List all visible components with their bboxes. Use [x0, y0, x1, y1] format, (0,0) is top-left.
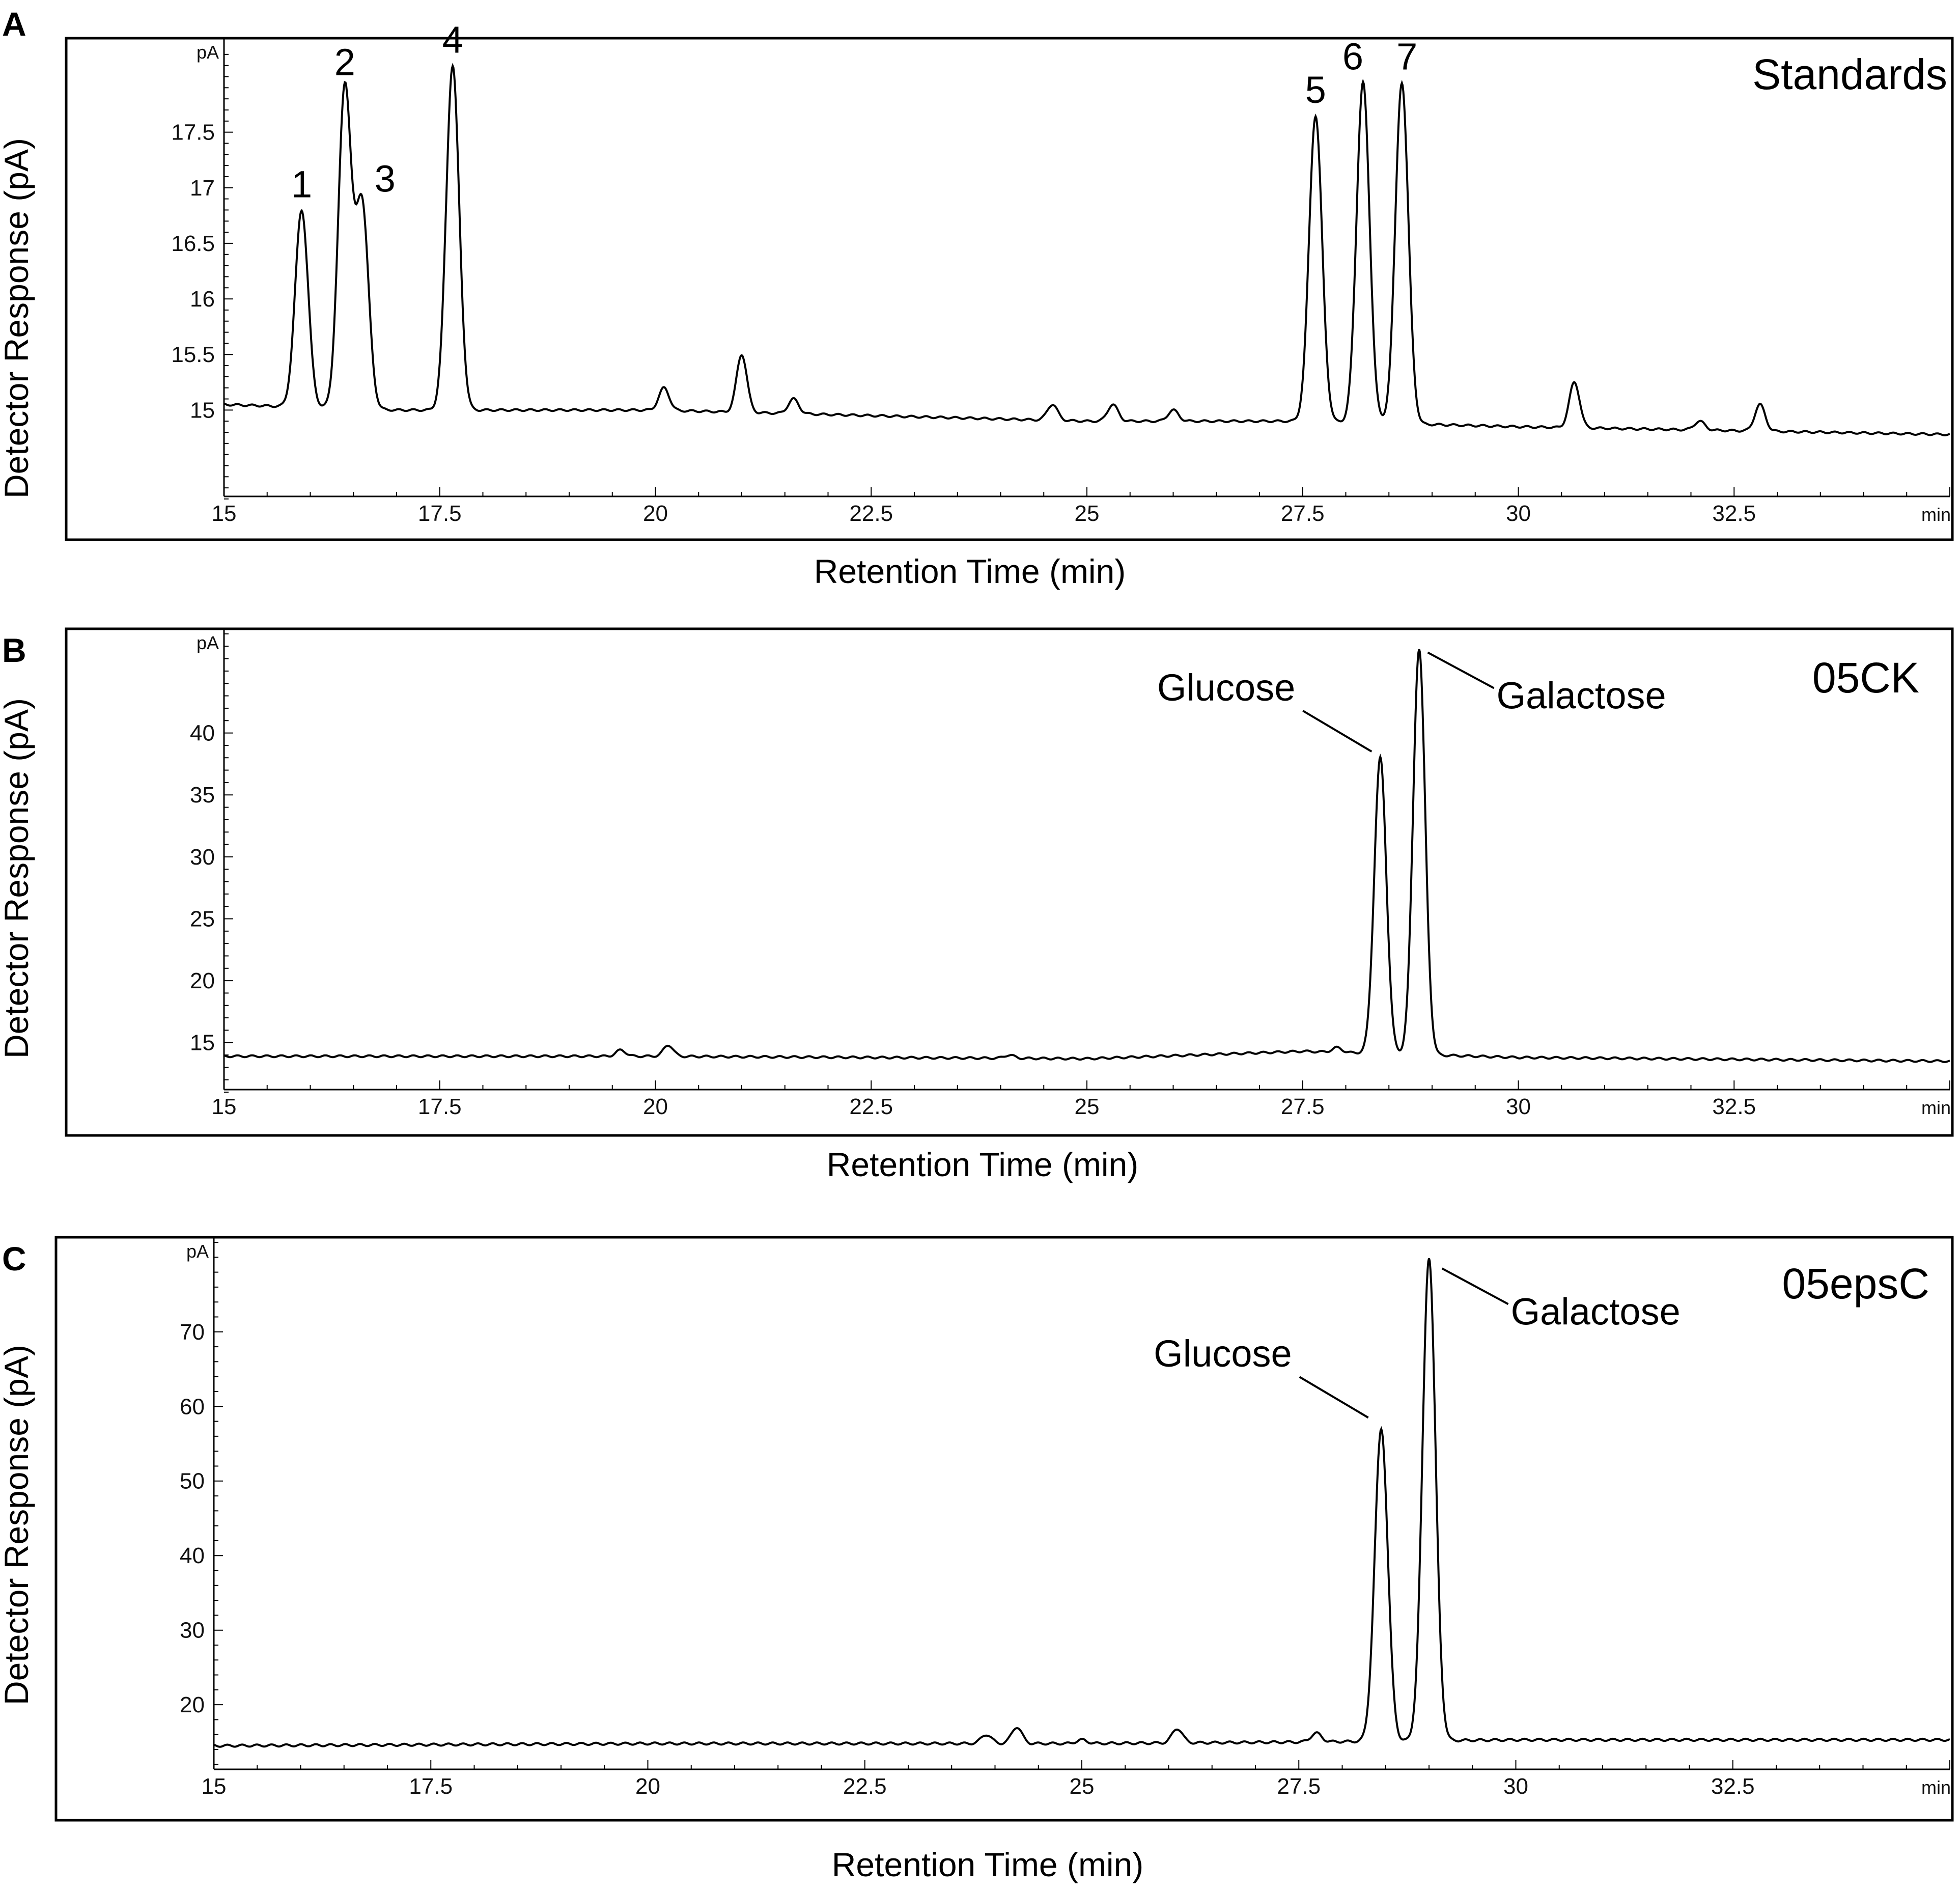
y-tick-label: 15 — [190, 398, 215, 423]
panel-b: B pA min 15 17.5 20 22.5 25 27.5 30 32.5 15 20 25 3… — [0, 627, 1954, 1183]
chromatogram-trace-b — [223, 649, 1950, 1063]
y-ticks-b: 15 20 25 30 35 40 — [190, 633, 233, 1093]
peak-annotation-label: Galactose — [1511, 1290, 1681, 1332]
peak-number-label: 7 — [1396, 35, 1417, 77]
x-tick-label: 15 — [212, 501, 237, 526]
y-ticks-c: 20 30 40 50 60 70 — [180, 1242, 223, 1765]
y-tick-label: 70 — [180, 1320, 205, 1345]
annotation-leader-line — [1441, 1267, 1509, 1305]
sample-label-c: 05epsC — [1782, 1260, 1929, 1308]
peak-number-label: 5 — [1305, 69, 1326, 111]
x-tick-label: 27.5 — [1277, 1774, 1321, 1799]
y-tick-label: 20 — [190, 968, 215, 993]
peak-labels-a: 1 2 3 4 56 7 — [291, 19, 1417, 206]
peak-annotation-label: Glucose — [1154, 1332, 1292, 1375]
x-tick-label: 30 — [1506, 1094, 1531, 1119]
y-tick-label: 50 — [180, 1469, 205, 1494]
peak-labels-c: Glucose Galactose — [1154, 1267, 1681, 1419]
y-tick-label: 15.5 — [171, 342, 215, 367]
y-axis-title-a: Detector Response (pA) — [0, 138, 35, 498]
y-tick-label: 17 — [190, 176, 215, 201]
x-tick-label: 22.5 — [849, 1094, 893, 1119]
peak-number-label: 1 — [291, 163, 312, 205]
x-unit-label: min — [1921, 1777, 1951, 1798]
x-tick-label: 25 — [1075, 1094, 1100, 1119]
axes-c: pA min — [186, 1237, 1951, 1798]
y-tick-label: 15 — [190, 1031, 215, 1055]
x-tick-label: 15 — [212, 1094, 237, 1119]
y-tick-label: 60 — [180, 1394, 205, 1419]
peak-number-label: 6 — [1342, 35, 1363, 77]
annotation-leader-line — [1302, 710, 1373, 753]
x-tick-label: 17.5 — [409, 1774, 453, 1799]
x-tick-label: 32.5 — [1711, 1774, 1755, 1799]
y-unit-label: pA — [197, 632, 219, 653]
y-tick-label: 30 — [180, 1618, 205, 1643]
x-tick-label: 22.5 — [849, 501, 893, 526]
x-tick-label: 25 — [1070, 1774, 1095, 1799]
x-tick-label: 32.5 — [1712, 501, 1756, 526]
x-tick-label: 22.5 — [843, 1774, 887, 1799]
x-axis-title-c: Retention Time (min) — [832, 1846, 1144, 1883]
x-tick-label: 25 — [1075, 501, 1100, 526]
y-ticks-a: 15 15.5 16 16.5 17 17.5 — [171, 53, 233, 499]
y-tick-label: 25 — [190, 906, 215, 931]
x-ticks-c: 15 17.5 20 22.5 25 27.5 30 32.5 — [202, 1760, 1950, 1799]
x-axis-title-a: Retention Time (min) — [814, 552, 1126, 590]
x-ticks-b: 15 17.5 20 22.5 25 27.5 30 32.5 — [212, 1080, 1950, 1119]
x-unit-label: min — [1921, 504, 1951, 525]
y-unit-label: pA — [186, 1241, 209, 1262]
plot-frame-b — [65, 627, 1954, 1137]
annotation-leader-line — [1427, 651, 1495, 689]
panel-letter-c: C — [2, 1240, 26, 1277]
peak-number-label: 2 — [334, 41, 355, 83]
y-tick-label: 40 — [190, 721, 215, 746]
x-tick-label: 30 — [1503, 1774, 1528, 1799]
peak-number-label: 4 — [442, 19, 463, 61]
annotation-leader-line — [1299, 1376, 1369, 1419]
y-tick-label: 20 — [180, 1692, 205, 1717]
x-tick-label: 15 — [202, 1774, 227, 1799]
y-tick-label: 16 — [190, 287, 215, 312]
x-tick-label: 20 — [635, 1774, 660, 1799]
panel-letter-a: A — [2, 5, 26, 43]
plot-frame-c — [54, 1236, 1954, 1822]
y-tick-label: 35 — [190, 783, 215, 808]
x-tick-label: 30 — [1506, 501, 1531, 526]
y-tick-label: 17.5 — [171, 120, 215, 145]
y-unit-label: pA — [197, 42, 219, 63]
sample-label-a: Standards — [1752, 50, 1947, 98]
x-ticks-a: 15 17.5 20 22.5 25 27.5 30 32.5 — [212, 487, 1950, 526]
peak-annotation-label: Galactose — [1497, 674, 1666, 716]
panel-letter-b: B — [2, 631, 26, 669]
panel-c: C pA min 15 17.5 20 22.5 25 27.5 30 32.5 20 30 40 5… — [0, 1236, 1954, 1883]
y-axis-title-b: Detector Response (pA) — [0, 698, 35, 1059]
x-tick-label: 27.5 — [1281, 1094, 1325, 1119]
peak-number-label: 3 — [375, 158, 396, 200]
sample-label-b: 05CK — [1812, 654, 1919, 702]
y-tick-label: 30 — [190, 845, 215, 870]
peak-annotation-label: Glucose — [1157, 666, 1295, 709]
y-tick-label: 16.5 — [171, 231, 215, 256]
peak-labels-b: Glucose Galactose — [1157, 651, 1666, 753]
plot-frame-a — [65, 37, 1954, 541]
x-tick-label: 32.5 — [1712, 1094, 1756, 1119]
y-tick-label: 40 — [180, 1543, 205, 1568]
x-tick-label: 17.5 — [418, 501, 462, 526]
x-tick-label: 27.5 — [1281, 501, 1325, 526]
x-axis-title-b: Retention Time (min) — [827, 1146, 1139, 1183]
x-tick-label: 20 — [643, 1094, 668, 1119]
chromatogram-trace-c — [213, 1258, 1950, 1748]
x-tick-label: 20 — [643, 501, 668, 526]
chromatogram-trace-a — [223, 63, 1950, 437]
axes-a: pA min — [197, 38, 1951, 525]
x-unit-label: min — [1921, 1097, 1951, 1118]
x-tick-label: 17.5 — [418, 1094, 462, 1119]
y-axis-title-c: Detector Response (pA) — [0, 1345, 35, 1705]
axes-b: pA min — [197, 629, 1951, 1118]
